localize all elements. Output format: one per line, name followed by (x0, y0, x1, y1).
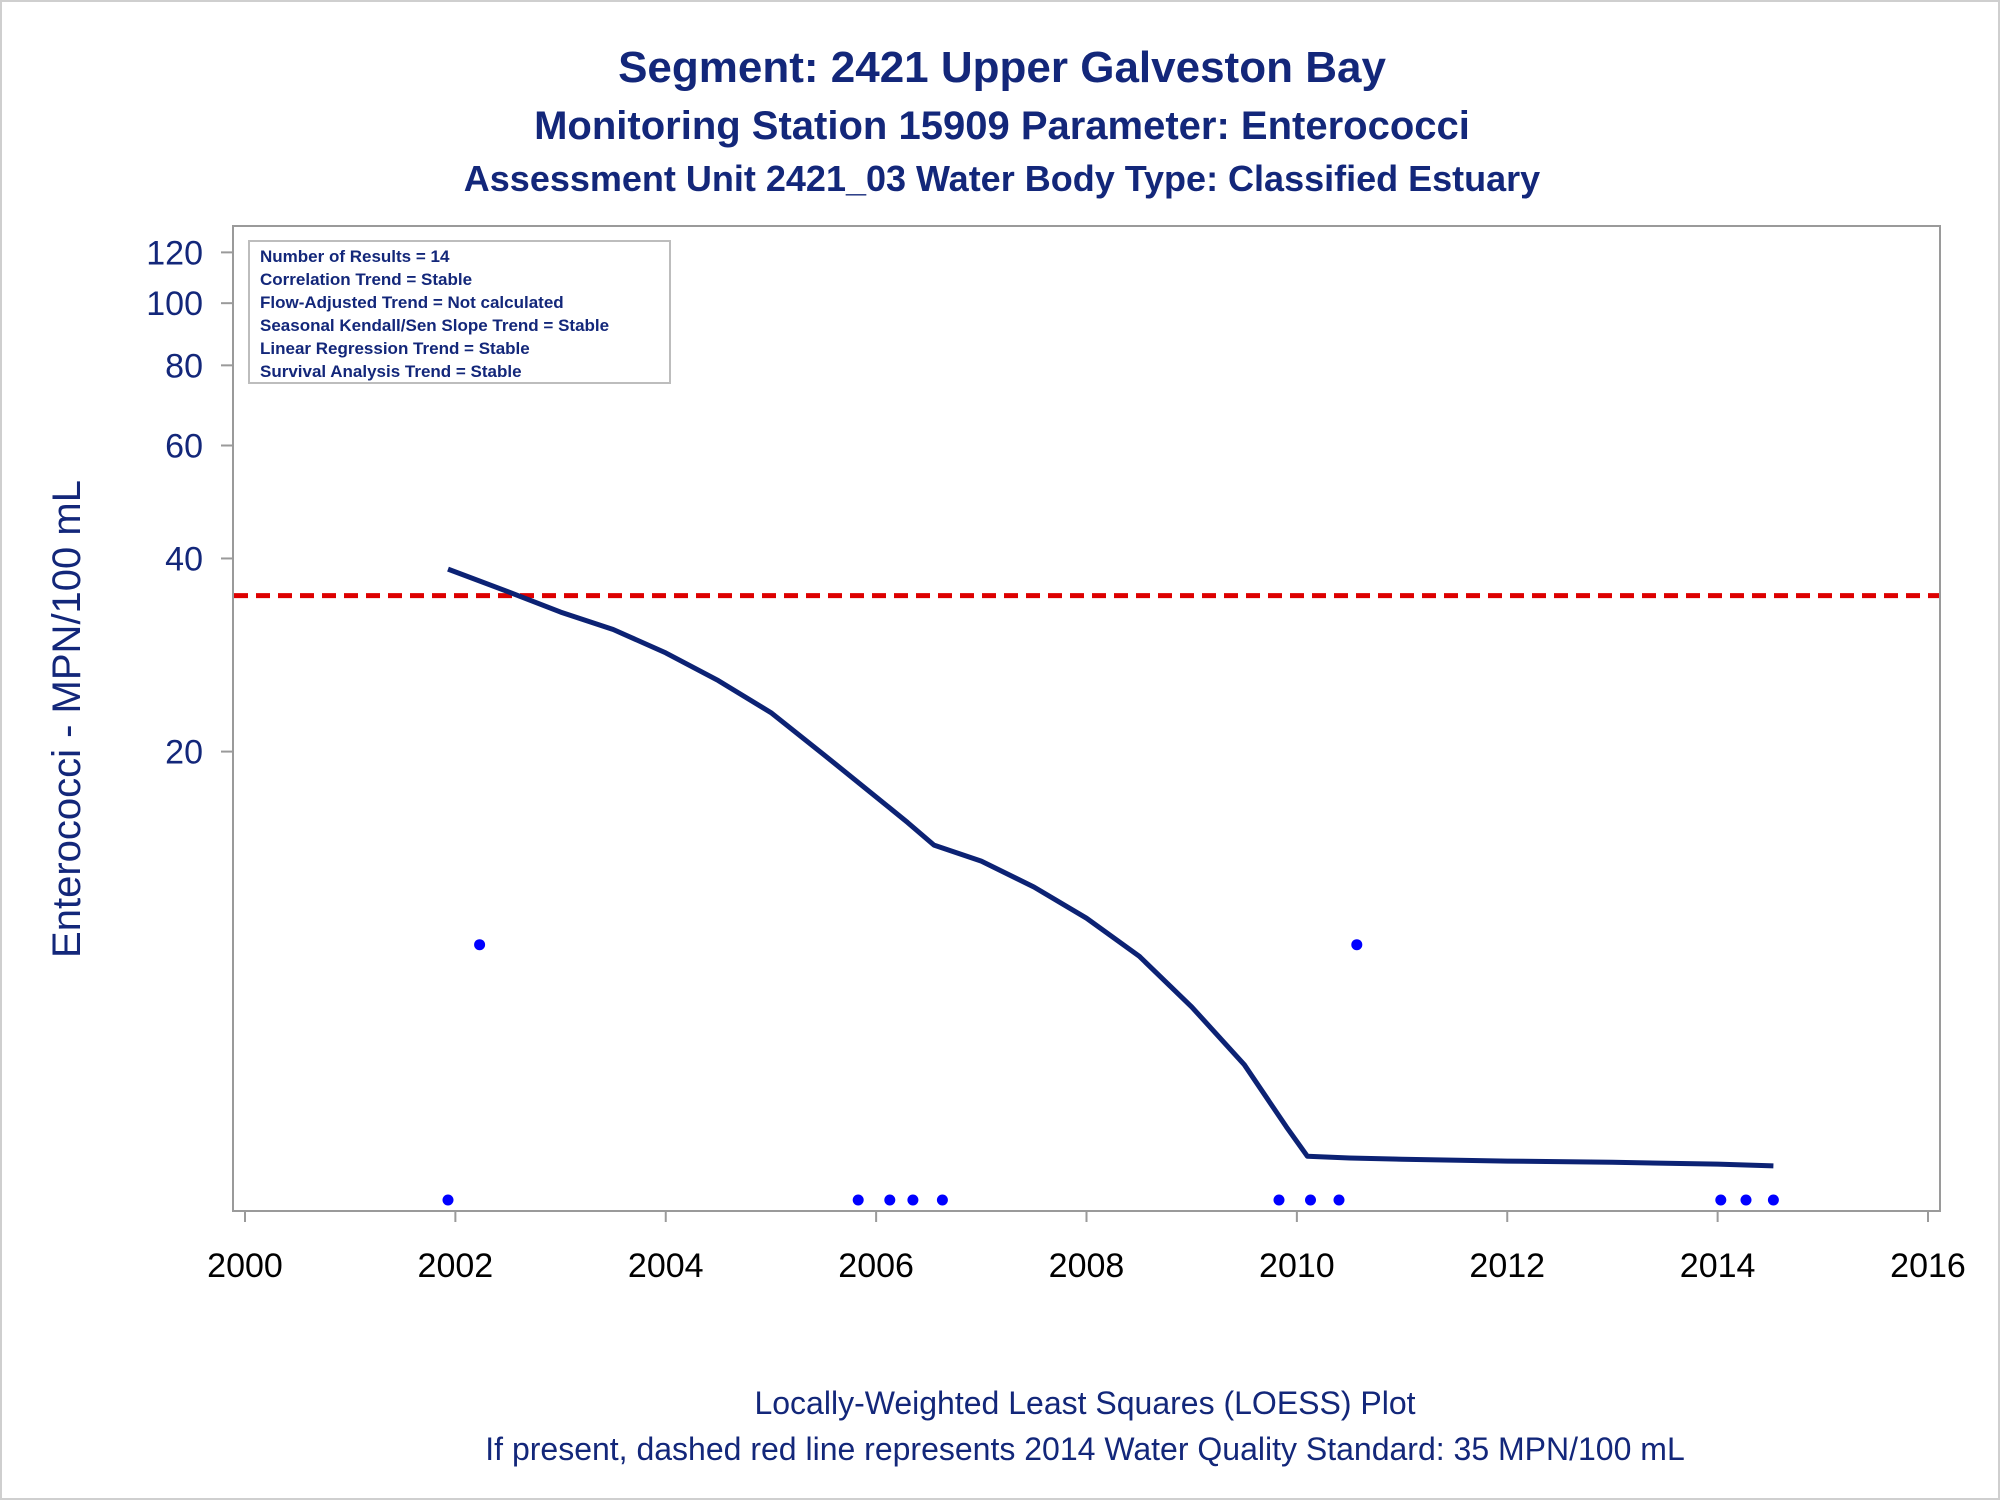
data-point-4 (852, 1194, 864, 1206)
info-linear-regression-trend: Linear Regression Trend = Stable (260, 339, 530, 358)
y-axis-label: Enterococci - MPN/100 mL (45, 480, 89, 958)
info-correlation-trend: Correlation Trend = Stable (260, 270, 472, 289)
data-point-10 (1333, 1194, 1345, 1206)
x-tick-label-2002: 2002 (418, 1247, 494, 1285)
chart-title: Segment: 2421 Upper Galveston Bay (618, 43, 1386, 92)
info-seasonal-kendall-trend: Seasonal Kendall/Sen Slope Trend = Stabl… (260, 316, 609, 335)
trend-info-box: Number of Results = 14 Correlation Trend… (248, 240, 671, 384)
loess-trend-line (447, 566, 1774, 1169)
x-tick-label-2010: 2010 (1259, 1247, 1335, 1285)
loess-line-layer (447, 566, 1774, 1169)
x-tick-label-2016: 2016 (1890, 1247, 1966, 1285)
info-survival-analysis-trend: Survival Analysis Trend = Stable (260, 362, 522, 381)
data-point-9 (1305, 1194, 1316, 1206)
data-point-layer (442, 246, 1779, 1206)
x-tick-label-2014: 2014 (1680, 1247, 1756, 1285)
data-point-1 (442, 1194, 454, 1206)
data-point-8 (1273, 1194, 1285, 1206)
data-point-2 (474, 939, 486, 951)
data-point-6 (907, 1194, 919, 1206)
x-tick-label-2000: 2000 (207, 1247, 283, 1285)
x-tick-label-2004: 2004 (628, 1247, 704, 1285)
y-axis: 20 40 60 80 100 120 (146, 234, 233, 772)
info-flow-adjusted-trend: Flow-Adjusted Trend = Not calculated (260, 293, 564, 312)
data-point-12 (1715, 1194, 1727, 1206)
footnote-standard: If present, dashed red line represents 2… (485, 1431, 1684, 1467)
data-point-5 (884, 1194, 896, 1206)
y-tick-label-120: 120 (146, 234, 203, 272)
data-point-7 (936, 1194, 948, 1206)
data-point-14 (1767, 1194, 1779, 1206)
y-tick-label-100: 100 (146, 285, 203, 323)
info-box-border (248, 240, 671, 384)
x-tick-label-2006: 2006 (838, 1247, 914, 1285)
data-point-11 (1351, 939, 1363, 951)
y-tick-label-40: 40 (165, 540, 203, 578)
x-axis: 2000 2002 2004 2006 2008 2010 2012 2014 2016 (207, 1211, 1966, 1285)
y-tick-label-80: 80 (165, 347, 203, 385)
y-tick-label-20: 20 (165, 734, 203, 772)
x-tick-label-2008: 2008 (1049, 1247, 1125, 1285)
x-tick-label-2012: 2012 (1469, 1247, 1545, 1285)
info-number-of-results: Number of Results = 14 (260, 247, 450, 266)
chart-subtitle-station: Monitoring Station 15909 Parameter: Ente… (534, 104, 1470, 148)
footnote-plot-type: Locally-Weighted Least Squares (LOESS) P… (754, 1385, 1415, 1421)
y-tick-label-60: 60 (165, 427, 203, 465)
data-point-13 (1740, 1194, 1752, 1206)
chart-subtitle-assessment: Assessment Unit 2421_03 Water Body Type:… (464, 158, 1540, 199)
